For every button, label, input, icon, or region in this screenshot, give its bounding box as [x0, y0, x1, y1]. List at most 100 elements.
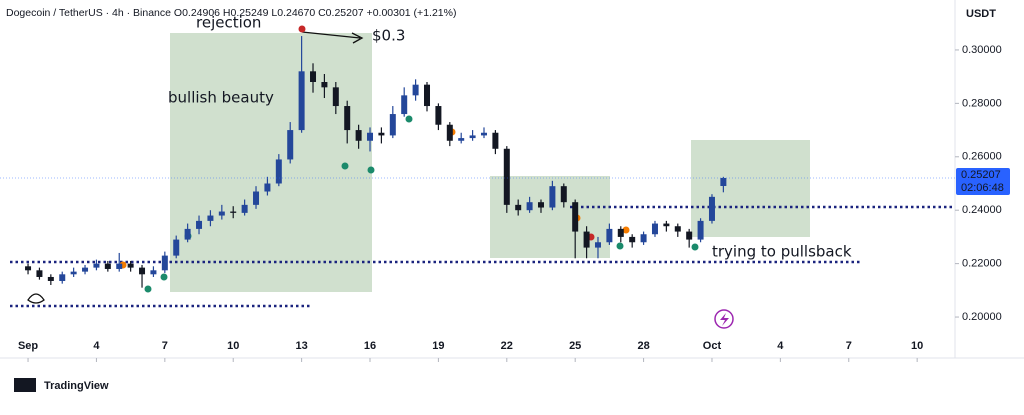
candle-body [629, 236, 636, 243]
x-tick-label: 10 [911, 340, 923, 352]
y-tick-label: 0.24000 [962, 204, 1002, 216]
candle-body [446, 124, 453, 141]
candle-body [93, 263, 100, 268]
candle-body [355, 130, 362, 141]
x-tick-label: 16 [364, 340, 376, 352]
candle-body [104, 263, 111, 269]
y-tick-label: 0.28000 [962, 97, 1002, 109]
candle-body [344, 106, 351, 131]
currency-label: USDT [966, 8, 996, 20]
annotation: bullish beauty [168, 89, 274, 107]
logo-mark [14, 378, 36, 392]
candle-body [82, 267, 89, 272]
candle-body [310, 71, 317, 82]
x-tick-label: 10 [227, 340, 239, 352]
candle-body [674, 226, 681, 232]
annotation: $0.3 [372, 27, 405, 45]
marker [341, 162, 349, 170]
candle-body [321, 81, 328, 88]
candle-body [469, 135, 476, 139]
candle-body [606, 228, 613, 243]
candle-body [207, 215, 214, 221]
candle-body [412, 84, 419, 96]
candle-body [583, 231, 590, 248]
candle-body [127, 263, 134, 268]
annotation: trying to pullsback [712, 243, 852, 261]
candle-body [503, 148, 510, 205]
candle-body [708, 196, 715, 221]
y-tick-label: 0.20000 [962, 311, 1002, 323]
marker [622, 226, 630, 234]
arrow [301, 31, 364, 44]
candle-body [184, 228, 191, 240]
x-tick-label: 22 [501, 340, 513, 352]
candle-body [537, 202, 544, 208]
marker [405, 115, 413, 123]
candle-body [720, 177, 727, 187]
candle-body [549, 186, 556, 208]
candle-body [196, 220, 203, 229]
candle-body [435, 106, 442, 125]
y-tick-label: 0.30000 [962, 44, 1002, 56]
candle-body [572, 202, 579, 232]
marker [298, 25, 306, 33]
x-tick-label: 4 [777, 340, 784, 352]
x-tick-label: 25 [569, 340, 581, 352]
candle-body [264, 183, 271, 192]
candle-body [594, 242, 601, 248]
candle-body [697, 220, 704, 240]
highlight-box [170, 33, 372, 292]
candle-body [47, 276, 54, 281]
x-tick-label: Oct [703, 340, 722, 352]
candle-body [116, 263, 123, 269]
candle-body [25, 266, 32, 271]
x-tick-label: 4 [93, 340, 100, 352]
candle-body [59, 274, 66, 281]
candle-body [173, 239, 180, 256]
countdown: 02:06:48 [961, 182, 1004, 194]
candle-body [298, 71, 305, 131]
event-icon [714, 309, 734, 329]
marker [367, 166, 375, 174]
candle-body [480, 132, 487, 136]
annotation: rejection [196, 14, 261, 32]
highlight-box [691, 140, 810, 237]
candle-body [401, 95, 408, 115]
x-tick-label: 13 [295, 340, 307, 352]
candle-body [70, 271, 77, 275]
sketch [27, 293, 45, 304]
candle-body [218, 211, 225, 216]
candle-body [287, 130, 294, 160]
marker [160, 273, 168, 281]
y-tick-label: 0.22000 [962, 258, 1002, 270]
marker [691, 243, 699, 251]
candle-body [640, 234, 647, 243]
candle-body [230, 211, 237, 213]
x-tick-label: 7 [846, 340, 852, 352]
candle-body [378, 132, 385, 136]
candle-body [389, 114, 396, 136]
candle-body [139, 267, 146, 275]
candle-body [253, 191, 260, 205]
candle-body [617, 228, 624, 237]
x-tick-label: 7 [162, 340, 168, 352]
candle-body [150, 270, 157, 275]
price-label: 0.25207 [961, 169, 1001, 181]
candle-body [424, 84, 431, 107]
candle-body [332, 87, 339, 107]
candle-body [526, 202, 533, 211]
candle-body [663, 223, 670, 227]
x-tick-label: 28 [637, 340, 649, 352]
candle-body [161, 255, 168, 271]
candle-body [686, 231, 693, 240]
candle-body [560, 186, 567, 203]
event-icon [720, 313, 729, 326]
brand: TradingView [44, 380, 109, 392]
y-tick-label: 0.26000 [962, 151, 1002, 163]
candle-body [492, 132, 499, 149]
candle-body [241, 204, 248, 213]
x-tick-label: Sep [18, 340, 38, 352]
marker [616, 242, 624, 250]
candle-body [458, 138, 465, 141]
